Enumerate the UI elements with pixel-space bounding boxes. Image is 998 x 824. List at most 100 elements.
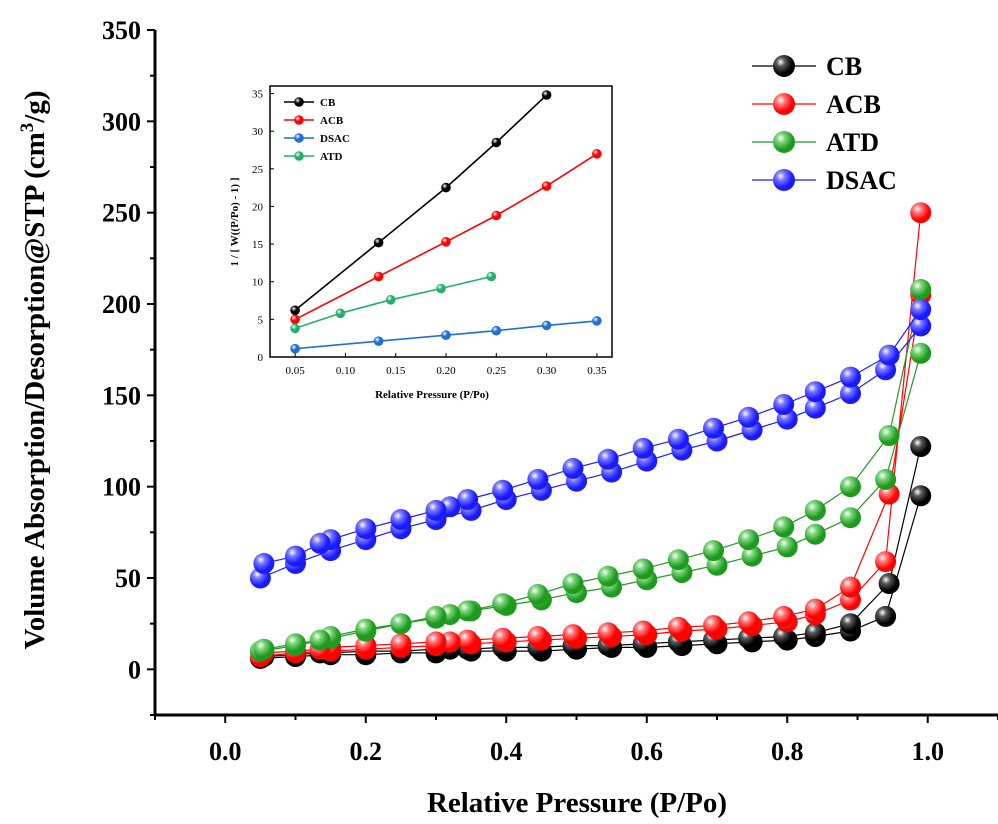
data-point — [804, 397, 826, 419]
series-cb-desorption-line — [263, 446, 922, 658]
legend-item-cb: CB — [752, 52, 862, 81]
data-point — [878, 425, 900, 446]
inset-series-atd — [290, 271, 497, 334]
x-tick-label: 1.0 — [912, 737, 945, 766]
data-point — [355, 635, 377, 657]
legend-label: ATD — [826, 128, 879, 157]
inset-series-cb — [290, 90, 552, 316]
y-tick-label: 350 — [102, 16, 141, 45]
inset-y-tick-label: 30 — [252, 126, 264, 138]
legend-item-atd: ATD — [752, 128, 879, 157]
x-axis-title: Relative Pressure (P/Po) — [427, 787, 727, 819]
inset-data-point — [373, 237, 384, 248]
data-point — [527, 626, 549, 647]
y-tick-label: 250 — [102, 199, 141, 228]
data-point — [840, 507, 861, 529]
data-point — [738, 611, 760, 633]
data-point — [527, 468, 549, 490]
legend-label: DSAC — [826, 166, 897, 195]
data-point — [253, 638, 275, 660]
inset-y-tick-label: 10 — [252, 277, 264, 289]
data-point — [355, 618, 377, 640]
inset-data-point — [373, 336, 384, 347]
inset-data-point — [335, 308, 346, 319]
inset-legend-marker — [294, 97, 304, 107]
inset-data-point — [436, 283, 446, 294]
data-point — [840, 576, 861, 598]
inset-y-tick-label: 0 — [258, 352, 264, 364]
inset-series-line — [294, 94, 548, 311]
x-tick-label: 0.8 — [771, 737, 804, 766]
data-point — [457, 489, 479, 510]
x-tick-label: 0.6 — [631, 737, 664, 766]
data-point — [632, 620, 654, 642]
y-axis-title-tail: /g) — [19, 90, 51, 123]
inset-x-tick-label: 0.05 — [286, 365, 306, 377]
legend-item-dsac: DSAC — [752, 166, 897, 195]
legend-marker — [773, 131, 795, 153]
data-point — [910, 315, 932, 337]
data-point — [773, 605, 795, 627]
data-point — [425, 605, 447, 627]
data-point — [910, 485, 932, 507]
inset-data-point — [290, 323, 300, 334]
y-tick-label: 50 — [115, 564, 141, 593]
data-point — [804, 598, 826, 620]
inset-data-point — [290, 305, 300, 316]
data-point — [910, 278, 932, 300]
data-point — [878, 573, 900, 594]
data-point — [840, 613, 861, 635]
data-point — [738, 529, 760, 551]
inset-data-point — [592, 316, 602, 326]
x-tick-label: 0.0 — [209, 737, 242, 766]
data-point — [457, 629, 479, 651]
data-point — [804, 499, 826, 521]
inset-frame — [269, 85, 613, 358]
data-point — [910, 299, 932, 320]
main-legend: CB ACB ATD DSAC — [752, 52, 897, 195]
inset-x-tick-label: 0.20 — [436, 365, 456, 377]
data-point — [632, 558, 654, 580]
data-point — [840, 366, 861, 388]
inset-legend-label: ACB — [320, 115, 344, 127]
inset-y-axis-title: 1 / [ W((P/Po) - 1) ] — [229, 178, 241, 267]
y-axis-title-superscript: 3 — [17, 123, 38, 133]
legend-item-acb: ACB — [752, 90, 881, 119]
series-cb-desorption — [253, 436, 932, 667]
inset-legend-marker — [294, 133, 304, 143]
data-point — [773, 394, 795, 415]
legend-marker — [773, 55, 795, 77]
data-point — [703, 615, 724, 636]
y-axis-title: Volume Absorption/Desorption@STP (cm3/g) — [17, 90, 51, 649]
series-cb-adsorption — [249, 485, 932, 669]
inset-series-line — [294, 153, 598, 321]
inset-data-point — [491, 325, 502, 336]
inset-data-point — [486, 271, 497, 282]
data-point — [632, 437, 654, 459]
data-point — [840, 383, 861, 404]
inset-data-point — [541, 181, 552, 191]
inset-legend-item-dsac: DSAC — [284, 133, 350, 145]
data-point — [562, 624, 584, 646]
inset-data-point — [441, 237, 451, 247]
legend-marker — [773, 93, 795, 115]
data-point — [741, 545, 763, 567]
inset-data-point — [541, 90, 552, 100]
data-point — [492, 479, 514, 501]
data-point — [667, 616, 689, 638]
y-tick-label: 150 — [102, 381, 141, 410]
inset-data-point — [491, 137, 502, 148]
data-point — [878, 344, 900, 366]
inset-data-point — [373, 271, 384, 282]
data-point — [425, 631, 447, 653]
series-dsac-desorption-line — [263, 309, 922, 564]
data-point — [703, 540, 724, 562]
inset-data-point — [491, 210, 502, 221]
data-point — [910, 342, 932, 364]
data-point — [355, 518, 377, 540]
inset-data-point — [441, 330, 451, 341]
inset-x-tick-label: 0.30 — [537, 365, 557, 377]
inset-y-tick-label: 35 — [252, 89, 264, 101]
data-point — [285, 545, 306, 567]
